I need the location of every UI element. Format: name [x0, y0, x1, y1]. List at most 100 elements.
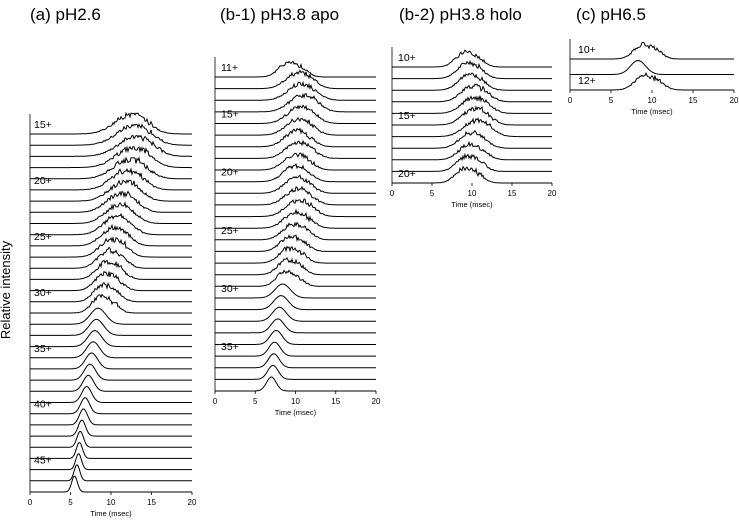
ccs-trace-12plus-panel-3	[570, 71, 734, 91]
ccs-trace-23plus-panel-1	[215, 198, 376, 218]
x-axis-label-2: Time (msec)	[451, 200, 493, 209]
ccs-trace-14plus-panel-1	[215, 92, 376, 113]
ccs-trace-28plus-panel-1	[215, 257, 376, 276]
x-tick-label-1: 5	[253, 397, 258, 406]
ccs-trace-38plus-panel-0	[30, 374, 192, 392]
ccs-trace-13plus-panel-1	[215, 80, 376, 101]
x-axis-label-1: Time (msec)	[275, 408, 317, 417]
x-tick-label-1: 10	[291, 397, 300, 406]
charge-label-35plus-panel-1: 35+	[221, 341, 239, 353]
ccs-trace-13plus-panel-2	[392, 83, 552, 103]
ccs-trace-26plus-panel-0	[30, 235, 192, 258]
ccs-trace-44plus-panel-0	[30, 442, 192, 459]
ccs-trace-18plus-panel-1	[215, 139, 376, 159]
charge-label-30plus-panel-1: 30+	[221, 283, 239, 295]
ccs-trace-11plus-panel-3	[570, 59, 734, 75]
x-tick-label-1: 0	[213, 397, 218, 406]
ccs-trace-34plus-panel-1	[215, 329, 376, 345]
x-axis-label-3: Time (msec)	[631, 107, 673, 116]
y-axis-label: Relative intensity	[0, 240, 13, 339]
ccs-trace-25plus-panel-1	[215, 221, 376, 241]
panel-title-1: (b-1) pH3.8 apo	[220, 5, 339, 24]
charge-label-35plus-panel-0: 35+	[34, 343, 52, 355]
ccs-trace-37plus-panel-1	[215, 364, 376, 380]
ccs-trace-16plus-panel-2	[392, 117, 552, 138]
x-tick-label-2: 15	[508, 189, 517, 198]
ccs-trace-14plus-panel-2	[392, 95, 552, 114]
ccs-trace-18plus-panel-0	[30, 145, 192, 169]
x-axis-label-0: Time (msec)	[90, 509, 132, 518]
ccs-trace-18plus-panel-2	[392, 140, 552, 161]
ccs-trace-39plus-panel-0	[30, 385, 192, 403]
charge-label-45plus-panel-0: 45+	[34, 455, 52, 467]
charge-label-15plus-panel-0: 15+	[34, 119, 52, 131]
charge-label-15plus-panel-1: 15+	[221, 109, 239, 121]
ccs-trace-19plus-panel-2	[392, 152, 552, 172]
ccs-trace-15plus-panel-0	[30, 111, 192, 135]
ccs-trace-15plus-panel-2	[392, 105, 552, 126]
ccs-trace-37plus-panel-0	[30, 363, 192, 381]
ccs-trace-21plus-panel-0	[30, 179, 192, 202]
charge-label-25plus-panel-0: 25+	[34, 231, 52, 243]
charge-label-15plus-panel-2: 15+	[398, 110, 416, 122]
charge-label-20plus-panel-2: 20+	[398, 168, 416, 180]
x-tick-label-0: 20	[188, 498, 197, 507]
charge-label-10plus-panel-2: 10+	[398, 52, 416, 64]
charge-label-30plus-panel-0: 30+	[34, 287, 52, 299]
ccs-trace-25plus-panel-0	[30, 223, 192, 247]
ccs-trace-15plus-panel-1	[215, 104, 376, 124]
ccs-trace-28plus-panel-0	[30, 259, 192, 280]
ccs-trace-41plus-panel-0	[30, 408, 192, 426]
x-tick-label-3: 10	[648, 96, 657, 105]
ccs-trace-35plus-panel-0	[30, 341, 192, 359]
ccs-trace-40plus-panel-0	[30, 397, 192, 415]
x-tick-label-1: 20	[372, 397, 381, 406]
x-tick-label-2: 10	[468, 189, 477, 198]
ccs-trace-29plus-panel-0	[30, 270, 192, 292]
ccs-trace-30plus-panel-0	[30, 282, 192, 303]
ccs-trace-10plus-panel-3	[570, 41, 734, 60]
ccs-trace-30plus-panel-1	[215, 283, 376, 299]
panel-title-3: (c) pH6.5	[576, 5, 646, 24]
ccs-trace-10plus-panel-2	[392, 49, 552, 68]
ccs-trace-27plus-panel-0	[30, 246, 192, 269]
ccs-trace-16plus-panel-1	[215, 117, 376, 136]
ccs-trace-19plus-panel-1	[215, 152, 376, 171]
ccs-trace-33plus-panel-1	[215, 318, 376, 334]
ccs-trace-24plus-panel-0	[30, 212, 192, 236]
ccs-trace-36plus-panel-1	[215, 353, 376, 369]
x-tick-label-0: 5	[68, 498, 73, 507]
ccs-trace-17plus-panel-1	[215, 127, 376, 148]
ccs-trace-16plus-panel-0	[30, 123, 192, 146]
ccs-trace-17plus-panel-0	[30, 134, 192, 157]
ccs-trace-24plus-panel-1	[215, 208, 376, 229]
x-tick-label-2: 0	[390, 189, 395, 198]
x-tick-label-3: 5	[609, 96, 614, 105]
ccs-trace-35plus-panel-1	[215, 341, 376, 357]
ccs-trace-12plus-panel-1	[215, 69, 376, 90]
x-tick-label-3: 15	[689, 96, 698, 105]
x-tick-label-2: 5	[430, 189, 435, 198]
ccs-trace-12plus-panel-2	[392, 72, 552, 91]
ccs-trace-20plus-panel-1	[215, 163, 376, 183]
x-tick-label-0: 10	[107, 498, 116, 507]
ccs-trace-43plus-panel-0	[30, 430, 192, 448]
x-tick-label-3: 0	[568, 96, 573, 105]
ccs-trace-46plus-panel-0	[30, 464, 192, 482]
x-tick-label-2: 20	[548, 189, 557, 198]
ccs-trace-11plus-panel-2	[392, 60, 552, 80]
ccs-trace-19plus-panel-0	[30, 156, 192, 180]
ccs-trace-17plus-panel-2	[392, 129, 552, 149]
x-tick-label-3: 20	[730, 96, 739, 105]
ccs-trace-20plus-panel-0	[30, 167, 192, 191]
x-tick-label-1: 15	[331, 397, 340, 406]
charge-label-25plus-panel-1: 25+	[221, 225, 239, 237]
charge-label-40plus-panel-0: 40+	[34, 399, 52, 411]
ccs-trace-27plus-panel-1	[215, 245, 376, 264]
x-tick-label-0: 15	[147, 498, 156, 507]
ccs-trace-22plus-panel-1	[215, 185, 376, 206]
ccs-trace-36plus-panel-0	[30, 352, 192, 370]
panel-title-2: (b-2) pH3.8 holo	[399, 5, 522, 24]
ccs-trace-26plus-panel-1	[215, 234, 376, 252]
